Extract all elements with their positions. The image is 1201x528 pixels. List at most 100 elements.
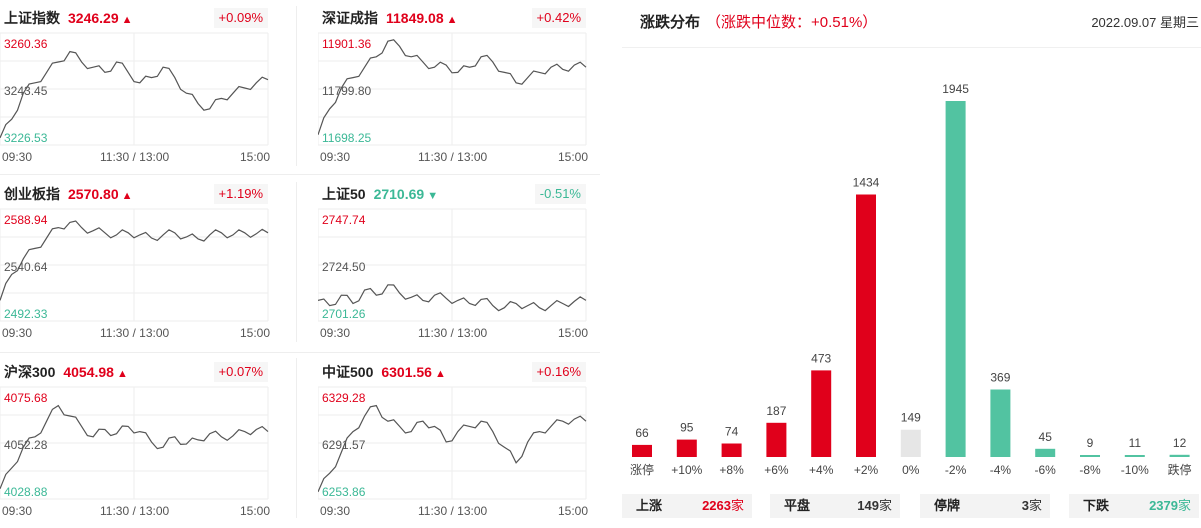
index-card[interactable]: 深证成指 11849.08 ▲ +0.42% 11901.36 11799.80 11698… bbox=[318, 0, 590, 170]
up-arrow-icon: ▲ bbox=[434, 368, 446, 380]
bar-value-label: 473 bbox=[811, 351, 831, 365]
divider bbox=[296, 6, 297, 166]
index-name: 上证50 bbox=[322, 186, 366, 202]
axis-high-label: 2588.94 bbox=[4, 213, 48, 227]
bar[interactable] bbox=[1080, 455, 1100, 457]
time-label-open: 09:30 bbox=[320, 150, 351, 164]
price-line bbox=[318, 39, 587, 135]
summary-value: 149家 bbox=[857, 498, 892, 513]
time-label-open: 09:30 bbox=[320, 504, 351, 518]
bar[interactable] bbox=[1035, 448, 1056, 457]
axis-high-label: 6329.28 bbox=[322, 391, 366, 405]
price-line bbox=[0, 404, 269, 490]
category-label: 跌停 bbox=[1168, 462, 1192, 477]
bar[interactable] bbox=[900, 429, 921, 457]
time-label-open: 09:30 bbox=[2, 504, 33, 518]
bar[interactable] bbox=[721, 443, 742, 458]
index-sparkline-chart: 11901.36 11799.80 11698.25 bbox=[318, 32, 587, 146]
median-change: （涨跌中位数：+0.51%） bbox=[706, 14, 878, 31]
time-label-midday: 11:30 / 13:00 bbox=[418, 326, 488, 340]
index-sparkline-chart: 2747.74 2724.50 2701.26 bbox=[318, 208, 587, 322]
bar-value-label: 95 bbox=[680, 421, 694, 435]
bar[interactable] bbox=[990, 389, 1011, 458]
up-arrow-icon: ▲ bbox=[446, 14, 458, 26]
bar[interactable] bbox=[1169, 454, 1190, 457]
price-line bbox=[0, 220, 269, 301]
bar[interactable] bbox=[632, 444, 652, 457]
bar[interactable] bbox=[676, 439, 697, 457]
time-label-close: 15:00 bbox=[557, 150, 588, 164]
summary-stat: 上涨 2263家 bbox=[622, 494, 752, 518]
index-name: 沪深300 bbox=[4, 364, 56, 380]
index-change-badge: +0.07% bbox=[213, 362, 268, 382]
summary-value: 2379家 bbox=[1149, 498, 1191, 513]
bar[interactable] bbox=[945, 101, 966, 457]
divider bbox=[0, 174, 600, 175]
category-label: +8% bbox=[719, 463, 744, 477]
distribution-heading: 涨跌分布 bbox=[640, 14, 701, 31]
summary-label: 停牌 bbox=[934, 498, 961, 513]
index-header: 沪深300 4054.98 ▲ +0.07% bbox=[2, 362, 268, 384]
axis-high-label: 11901.36 bbox=[322, 37, 371, 51]
divider bbox=[296, 182, 297, 342]
index-value: 2710.69 ▼ bbox=[373, 186, 439, 202]
axis-low-label: 2701.26 bbox=[322, 307, 366, 321]
axis-mid-label: 2724.50 bbox=[322, 260, 366, 274]
distribution-title: 涨跌分布 （涨跌中位数：+0.51%） bbox=[640, 12, 877, 34]
index-sparkline-chart: 2588.94 2540.64 2492.33 bbox=[0, 208, 269, 322]
bar[interactable] bbox=[856, 194, 876, 458]
time-label-midday: 11:30 / 13:00 bbox=[100, 326, 170, 340]
down-arrow-icon: ▼ bbox=[427, 190, 439, 202]
bar-value-label: 9 bbox=[1087, 436, 1094, 450]
axis-low-label: 4028.88 bbox=[4, 485, 48, 499]
divider bbox=[622, 47, 1201, 48]
distribution-bar-chart: 66 涨停 95 +10% 74 +8% 187 +6% 473 +4% 1434 +2% 149 0% 1… bbox=[630, 82, 1192, 477]
index-name: 上证指数 bbox=[4, 10, 60, 26]
index-card[interactable]: 创业板指 2570.80 ▲ +1.19% 2588.94 2540.64 2492.33 0… bbox=[0, 176, 272, 346]
index-change-badge: +0.09% bbox=[213, 8, 268, 28]
axis-mid-label: 2540.64 bbox=[4, 260, 48, 274]
time-label-close: 15:00 bbox=[557, 326, 588, 340]
index-value: 6301.56 ▲ bbox=[381, 364, 446, 380]
price-line bbox=[318, 404, 587, 493]
trade-date: 2022.09.07 星期三 bbox=[1091, 15, 1199, 30]
index-change-badge: +0.16% bbox=[531, 362, 586, 382]
up-arrow-icon: ▲ bbox=[116, 368, 128, 380]
bar-value-label: 149 bbox=[901, 411, 921, 425]
category-label: +10% bbox=[671, 463, 702, 477]
time-label-close: 15:00 bbox=[239, 504, 270, 518]
category-label: -4% bbox=[990, 463, 1012, 477]
bar-value-label: 1945 bbox=[942, 82, 969, 96]
index-card[interactable]: 沪深300 4054.98 ▲ +0.07% 4075.68 4052.28 4028.88… bbox=[0, 354, 272, 524]
bar-value-label: 369 bbox=[990, 371, 1010, 385]
up-arrow-icon: ▲ bbox=[121, 190, 133, 202]
time-label-open: 09:30 bbox=[2, 326, 33, 340]
summary-stat: 下跌 2379家 bbox=[1069, 494, 1199, 518]
index-card[interactable]: 中证500 6301.56 ▲ +0.16% 6329.28 6291.57 6253.86… bbox=[318, 354, 590, 524]
summary-value: 3家 bbox=[1021, 498, 1042, 513]
index-sparkline-chart: 3260.36 3243.45 3226.53 bbox=[0, 32, 269, 146]
index-card[interactable]: 上证50 2710.69 ▼ -0.51% 2747.74 2724.50 2701.26 0… bbox=[318, 176, 590, 346]
index-header: 深证成指 11849.08 ▲ +0.42% bbox=[320, 8, 586, 30]
index-header: 创业板指 2570.80 ▲ +1.19% bbox=[2, 184, 268, 206]
axis-mid-label: 3243.45 bbox=[4, 84, 48, 98]
time-label-midday: 11:30 / 13:00 bbox=[100, 150, 170, 164]
bar-value-label: 74 bbox=[725, 425, 739, 439]
bar-value-label: 11 bbox=[1129, 436, 1142, 450]
axis-low-label: 2492.33 bbox=[4, 307, 48, 321]
bar[interactable] bbox=[766, 422, 787, 457]
index-value: 11849.08 ▲ bbox=[386, 10, 458, 26]
category-label: +6% bbox=[764, 463, 789, 477]
divider bbox=[296, 358, 297, 518]
category-label: -2% bbox=[945, 463, 967, 477]
index-card[interactable]: 上证指数 3246.29 ▲ +0.09% 3260.36 3243.45 3226.53 0… bbox=[0, 0, 272, 170]
bar-value-label: 45 bbox=[1039, 430, 1053, 444]
axis-low-label: 11698.25 bbox=[322, 131, 371, 145]
bar[interactable] bbox=[1124, 455, 1145, 457]
index-sparkline-chart: 4075.68 4052.28 4028.88 bbox=[0, 386, 269, 500]
index-change-badge: +0.42% bbox=[531, 8, 586, 28]
summary-label: 上涨 bbox=[636, 498, 663, 513]
index-name: 中证500 bbox=[322, 364, 374, 380]
divider bbox=[0, 352, 600, 353]
bar[interactable] bbox=[811, 370, 832, 457]
